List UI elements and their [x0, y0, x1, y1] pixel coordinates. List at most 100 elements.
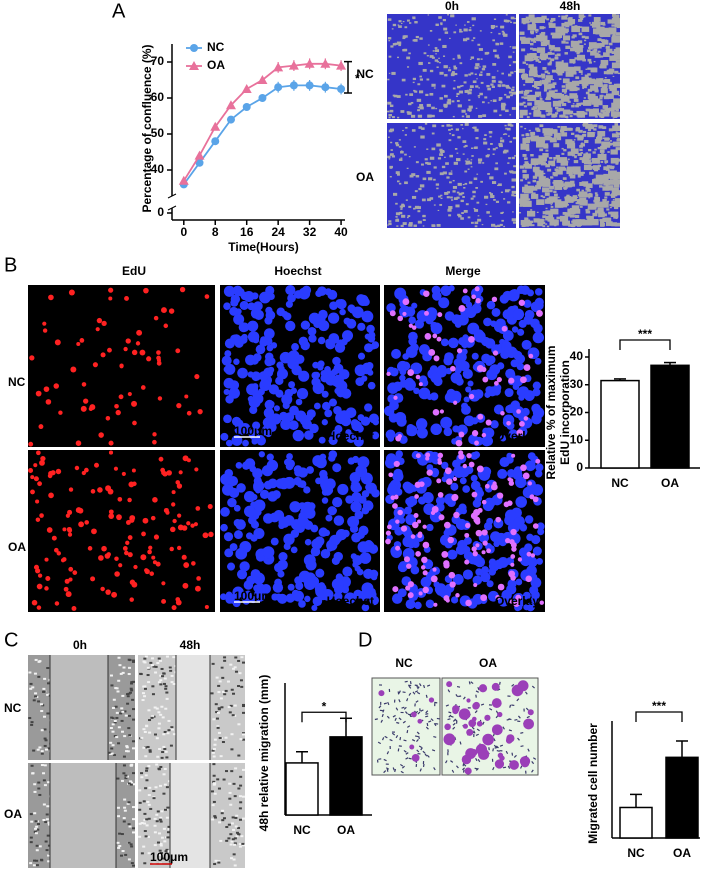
speck: [562, 201, 569, 206]
cell: [239, 561, 250, 572]
cell: [130, 689, 134, 692]
cell: [251, 292, 259, 300]
cell: [234, 656, 238, 659]
cell: [233, 313, 245, 325]
cell: [256, 436, 266, 446]
speck: [539, 35, 548, 42]
cell: [539, 600, 544, 605]
cell: [318, 320, 330, 332]
cell: [512, 383, 520, 390]
speck: [501, 72, 504, 75]
cell: [482, 733, 494, 746]
cell: [132, 783, 135, 786]
cell: [440, 416, 453, 429]
cell: [311, 371, 319, 380]
speck: [539, 53, 549, 59]
speck: [406, 56, 411, 60]
marker: [195, 158, 204, 167]
cell: [229, 843, 233, 846]
speck: [441, 165, 446, 169]
cell: [45, 849, 49, 852]
cell: [483, 522, 493, 531]
speck: [608, 42, 613, 46]
speck: [614, 206, 619, 210]
image-label: Hoechst: [327, 429, 374, 443]
speck: [585, 108, 590, 112]
cell: [179, 286, 186, 293]
speck: [439, 71, 444, 75]
cell: [462, 368, 473, 380]
speck: [500, 139, 505, 143]
speck: [573, 160, 579, 164]
cell: [339, 308, 346, 316]
speck: [448, 67, 451, 69]
cell: [425, 456, 430, 461]
speck: [574, 214, 580, 219]
speck: [556, 157, 564, 163]
speck: [591, 157, 600, 164]
speck: [577, 127, 580, 130]
cell: [346, 318, 357, 329]
image-bg: [387, 14, 516, 119]
speck: [387, 78, 390, 81]
speck: [442, 171, 447, 175]
pore: [433, 767, 436, 771]
speck: [557, 72, 563, 76]
speck: [411, 195, 417, 199]
cell: [120, 707, 124, 710]
speck: [588, 162, 592, 165]
speck: [602, 111, 610, 117]
speck: [399, 205, 403, 208]
speck: [408, 205, 412, 208]
cell: [321, 488, 329, 496]
cell: [111, 706, 115, 709]
cell: [97, 487, 103, 493]
cell: [499, 434, 507, 442]
speck: [558, 49, 561, 52]
cell: [327, 289, 338, 300]
cell: [259, 338, 268, 347]
speck: [387, 224, 389, 226]
pore: [384, 735, 388, 739]
cell: [448, 285, 455, 292]
speck: [443, 65, 448, 69]
cell: [405, 346, 418, 358]
speck: [552, 181, 556, 184]
speck: [456, 191, 460, 194]
marker: [226, 115, 235, 124]
column-label: OA: [479, 656, 497, 670]
cell: [235, 835, 239, 838]
speck: [587, 131, 595, 138]
speck: [475, 63, 480, 67]
speck: [426, 78, 430, 81]
cell: [223, 285, 236, 297]
speck: [494, 225, 498, 228]
cell: [403, 556, 411, 563]
cell: [249, 494, 256, 501]
cell: [46, 693, 50, 696]
speck: [581, 189, 584, 192]
pore: [511, 752, 514, 756]
speck: [468, 99, 471, 101]
cell: [267, 491, 278, 502]
cell: [143, 657, 147, 660]
speck: [497, 56, 500, 59]
speck: [521, 18, 530, 24]
marker: [242, 103, 251, 111]
x-tick-label: NC: [627, 846, 645, 860]
cell: [481, 529, 488, 536]
cell: [44, 739, 48, 742]
cell: [484, 483, 490, 489]
speck: [405, 126, 408, 129]
cell: [287, 293, 296, 303]
cell: [157, 852, 161, 855]
speck: [527, 181, 531, 184]
cell: [369, 595, 379, 606]
speck: [600, 223, 603, 225]
pore: [398, 690, 401, 694]
speck: [587, 73, 591, 76]
speck: [616, 83, 620, 87]
cell: [152, 439, 157, 445]
speck: [540, 40, 543, 42]
speck: [439, 149, 445, 153]
